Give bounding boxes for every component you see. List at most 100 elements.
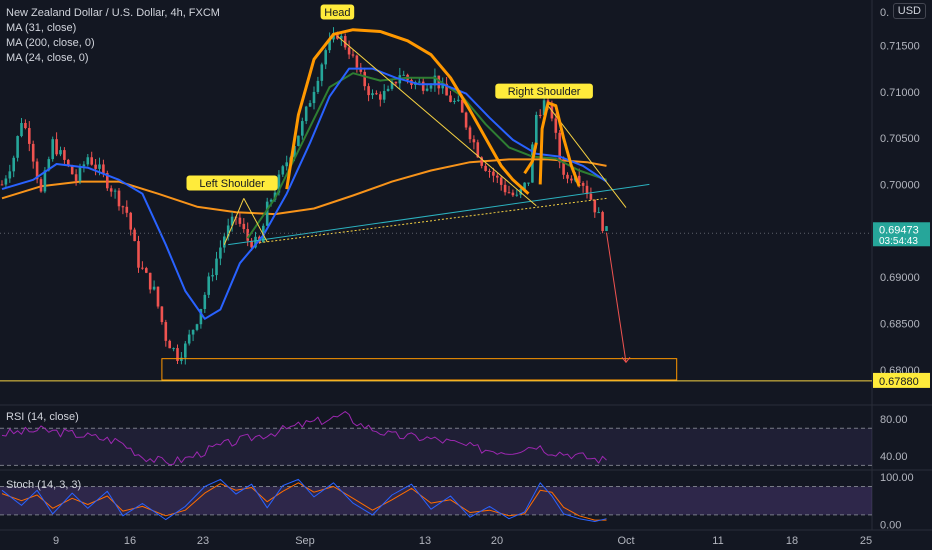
candle-body <box>133 229 136 242</box>
candle-body <box>429 85 433 89</box>
candle-body <box>425 88 429 91</box>
candle-body <box>160 306 164 323</box>
candle-body <box>4 178 8 185</box>
candle-body <box>297 135 300 146</box>
candle-body <box>515 194 519 196</box>
price-tick-label: 0.70000 <box>880 179 920 191</box>
candle-body <box>148 272 152 290</box>
candle-body <box>382 91 386 100</box>
candle-body <box>226 225 230 237</box>
candle-body <box>230 216 234 226</box>
annotation-badge[interactable] <box>495 83 593 99</box>
candle-body <box>511 192 515 196</box>
candle-body <box>499 177 503 185</box>
candle-body <box>523 182 526 190</box>
candle-body <box>581 182 585 186</box>
candle-body <box>293 145 296 158</box>
candle-body <box>312 91 316 104</box>
candle-body <box>223 236 226 248</box>
candle-body <box>472 139 476 143</box>
current-price-badge[interactable] <box>873 222 930 247</box>
price-tick-label: 0.71500 <box>880 40 920 52</box>
candle-body <box>67 159 70 166</box>
candle-body <box>577 175 581 183</box>
price-tick-label: 0.69000 <box>880 272 920 284</box>
candle-body <box>168 340 171 349</box>
candle-body <box>457 99 460 101</box>
candle-body <box>585 185 589 194</box>
candle-body <box>20 122 23 137</box>
legend-ma31[interactable]: MA (31, close) <box>6 22 77 34</box>
candle-body <box>63 150 66 160</box>
candle-body <box>359 67 363 72</box>
candle-body <box>121 206 125 208</box>
candle-body <box>102 164 105 174</box>
candle-body <box>43 170 47 192</box>
candle-body <box>301 121 304 136</box>
candle-body <box>453 100 456 102</box>
candle-body <box>184 343 187 358</box>
candle-body <box>484 165 487 171</box>
candle-body <box>480 157 483 166</box>
left-shoulder-leg-b[interactable] <box>243 198 268 243</box>
candle-body <box>156 286 160 307</box>
stoch-pane[interactable] <box>0 478 872 522</box>
candle-body <box>316 80 320 92</box>
time-tick-label: 18 <box>786 535 798 547</box>
candle-body <box>441 83 444 89</box>
right-shoulder-arc[interactable] <box>538 101 581 187</box>
neckline[interactable] <box>228 183 650 246</box>
candle-body <box>31 143 35 162</box>
ma31-line[interactable] <box>1 67 608 320</box>
annotation-label: Left Shoulder <box>199 178 265 190</box>
candle-body <box>152 286 156 290</box>
annotation-badge[interactable] <box>186 175 278 191</box>
candle-body <box>566 174 569 179</box>
ma24-line[interactable] <box>246 72 607 239</box>
candle-body <box>39 179 43 192</box>
time-tick-label: 23 <box>197 535 209 547</box>
candle-body <box>507 192 511 194</box>
candle-body <box>402 74 405 76</box>
candle-body <box>215 258 218 276</box>
candle-body <box>59 150 62 155</box>
candle-body <box>336 33 339 39</box>
candle-body <box>343 36 347 48</box>
legend-ma24[interactable]: MA (24, close, 0) <box>6 52 89 64</box>
rsi-label[interactable]: RSI (14, close) <box>6 411 79 423</box>
current-price-label: 0.69473 <box>879 224 919 236</box>
price-tick-label: 0.68500 <box>880 318 920 330</box>
candle-body <box>460 99 464 113</box>
rsi-pane[interactable] <box>0 411 872 466</box>
candle-body <box>277 174 281 193</box>
rsi-line[interactable] <box>1 411 607 466</box>
right-shoulder-left-leg[interactable] <box>523 142 538 175</box>
head-trendline[interactable] <box>337 35 537 207</box>
candle-body <box>207 276 210 295</box>
candle-body <box>145 268 148 273</box>
candle-body <box>125 206 129 213</box>
target-zone[interactable] <box>161 358 678 381</box>
candle-body <box>172 348 175 350</box>
support-price-badge[interactable] <box>873 372 930 388</box>
annotation-badge[interactable] <box>320 4 355 20</box>
main-pane[interactable]: Head Left Shoulder Right Shoulder <box>0 4 872 382</box>
candle-body <box>8 171 12 179</box>
candle-body <box>254 236 257 248</box>
head-arc[interactable] <box>285 28 530 195</box>
candle-body <box>570 178 573 181</box>
currency-button[interactable]: USD <box>892 3 926 19</box>
candle-body <box>47 159 51 171</box>
stoch-k-line[interactable] <box>1 478 607 522</box>
projection-arrow[interactable] <box>606 232 627 363</box>
legend-ma200[interactable]: MA (200, close, 0) <box>6 37 95 49</box>
candle-body <box>449 95 452 102</box>
candle-body <box>211 275 214 277</box>
candle-body <box>55 139 58 155</box>
left-shoulder-leg-a[interactable] <box>223 198 245 245</box>
time-tick-label: Sep <box>295 535 315 547</box>
candle-body <box>250 240 253 248</box>
stoch-label[interactable]: Stoch (14, 3, 3) <box>6 479 82 491</box>
candle-body <box>488 170 491 172</box>
